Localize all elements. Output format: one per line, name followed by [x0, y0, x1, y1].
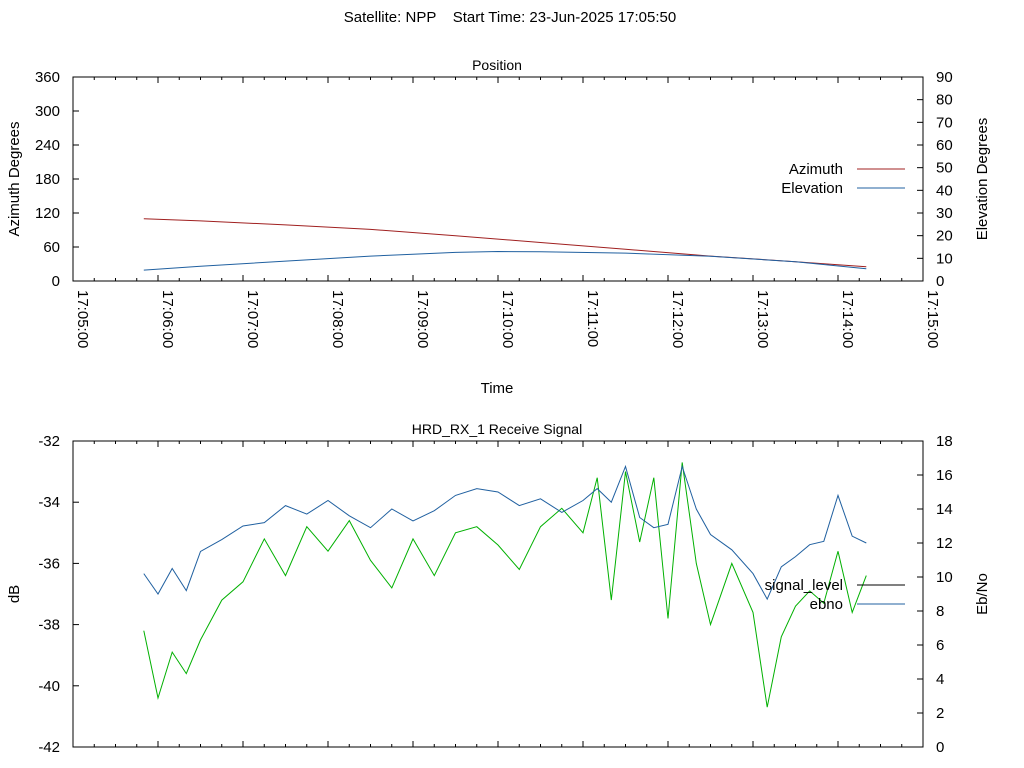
x-tick-label: 17:12:00 — [669, 290, 686, 348]
legend-label-azimuth: Azimuth — [789, 161, 843, 178]
position-legend: Azimuth Elevation — [781, 161, 905, 197]
position-y-axis-label: Azimuth Degrees — [6, 121, 23, 236]
signal-level-line — [143, 462, 867, 708]
y2-tick-label: 2 — [936, 705, 944, 722]
signal-y2-tick-labels: 0 2 4 6 8 10 12 14 16 18 — [936, 433, 953, 756]
position-chart: Position 17:05:00 17:06:00 17:07:00 17:08:0… — [6, 57, 991, 397]
y2-tick-label: 14 — [936, 501, 953, 518]
y2-tick-label: 50 — [936, 160, 953, 177]
x-tick-label: 17:05:00 — [74, 290, 91, 348]
legend-label-signal-level: signal_level — [765, 577, 843, 594]
position-plot-frame — [72, 76, 924, 282]
y-tick-label: -40 — [38, 678, 60, 695]
x-tick-label: 17:10:00 — [499, 290, 516, 348]
signal-chart: HRD_RX_1 Receive Signal -42-40-38-36-34-… — [6, 421, 991, 756]
x-tick-label: 17:09:00 — [414, 290, 431, 348]
signal-y-tick-labels: -42 -40 -38 -36 -34 -32 — [38, 433, 60, 756]
signal-series-lines — [143, 462, 867, 708]
x-tick-label: 17:13:00 — [754, 290, 771, 348]
y2-tick-label: 0 — [936, 739, 944, 756]
y2-tick-label: 30 — [936, 205, 953, 222]
y2-tick-label: 40 — [936, 182, 953, 199]
x-tick-label: 17:06:00 — [159, 290, 176, 348]
y-tick-label: -42 — [38, 739, 60, 756]
y-tick-label: 120 — [35, 205, 60, 222]
x-tick-label: 17:15:00 — [924, 290, 941, 348]
y-tick-label: 360 — [35, 69, 60, 86]
figure-title: Satellite: NPP Start Time: 23-Jun-2025 1… — [344, 9, 676, 26]
y2-tick-label: 12 — [936, 535, 953, 552]
ebno-line — [143, 464, 867, 601]
x-tick-label: 17:07:00 — [244, 290, 261, 348]
y2-tick-label: 4 — [936, 671, 944, 688]
legend-label-elevation: Elevation — [781, 180, 843, 197]
y-tick-label: 60 — [43, 239, 60, 256]
signal-chart-title: HRD_RX_1 Receive Signal — [412, 421, 582, 437]
y2-tick-label: 60 — [936, 137, 953, 154]
y-tick-label: -38 — [38, 617, 60, 634]
y2-tick-label: 18 — [936, 433, 953, 450]
position-chart-title: Position — [472, 57, 522, 73]
y-tick-label: -36 — [38, 555, 60, 572]
y2-tick-label: 90 — [936, 69, 953, 86]
y2-tick-label: 8 — [936, 603, 944, 620]
position-y-tick-labels: 0 60 120 180 240 300 360 — [35, 69, 60, 290]
x-tick-label: 17:08:00 — [329, 290, 346, 348]
y-tick-label: -32 — [38, 433, 60, 450]
y2-tick-label: 0 — [936, 273, 944, 290]
y2-tick-label: 10 — [936, 569, 953, 586]
position-y2-axis-label: Elevation Degrees — [974, 118, 991, 241]
y2-tick-label: 70 — [936, 114, 953, 131]
legend-label-ebno: ebno — [810, 596, 843, 613]
position-x-tick-labels: 17:05:00 17:06:00 17:07:00 17:08:00 17:09:00… — [74, 290, 941, 348]
y2-tick-label: 16 — [936, 467, 953, 484]
y-tick-label: 0 — [52, 273, 60, 290]
y-tick-label: -34 — [38, 494, 60, 511]
signal-axis-ticks — [72, 440, 924, 748]
signal-legend: signal_level ebno — [765, 577, 905, 613]
y2-tick-label: 6 — [936, 637, 944, 654]
y-tick-label: 240 — [35, 137, 60, 154]
y-tick-label: 300 — [35, 103, 60, 120]
elevation-line — [143, 250, 867, 271]
y2-tick-label: 20 — [936, 228, 953, 245]
position-y2-tick-labels: 0 10 20 30 40 50 60 70 80 90 — [936, 69, 953, 290]
signal-plot-frame — [72, 440, 924, 748]
x-tick-label: 17:11:00 — [584, 290, 601, 347]
position-axis-ticks — [72, 76, 924, 282]
position-x-axis-label: Time — [481, 380, 514, 397]
signal-y-axis-label: dB — [6, 585, 23, 603]
y2-tick-label: 80 — [936, 92, 953, 109]
position-series-lines — [143, 218, 867, 271]
x-tick-label: 17:14:00 — [839, 290, 856, 348]
y2-tick-label: 10 — [936, 250, 953, 267]
signal-y2-axis-label: Eb/No — [974, 573, 991, 615]
y-tick-label: 180 — [35, 171, 60, 188]
